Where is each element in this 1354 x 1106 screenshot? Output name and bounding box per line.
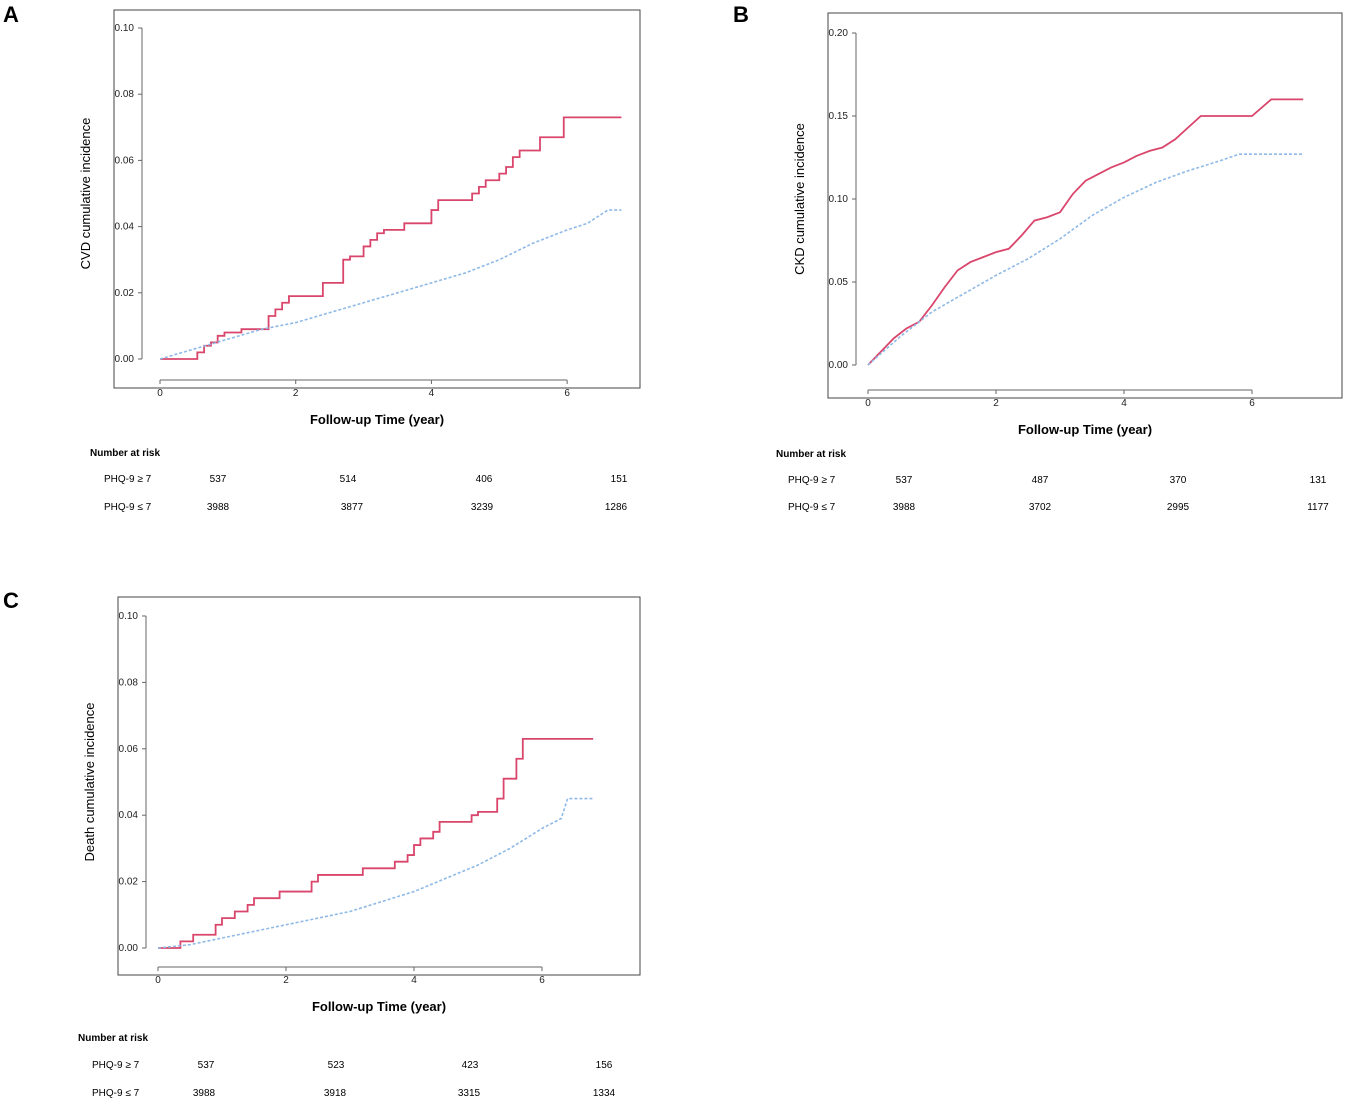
y-tick-label: 0.02 <box>115 288 135 299</box>
risk-value: 523 <box>327 1060 345 1071</box>
y-axis-title: CKD cumulative incidence <box>792 123 807 275</box>
y-tick-label: 0.10 <box>115 23 135 34</box>
risk-row-label-reference: PHQ-9 ≤ 7 <box>104 502 152 513</box>
risk-value: 3877 <box>340 502 364 513</box>
risk-value: 3918 <box>323 1088 347 1099</box>
y-tick-label: 0.08 <box>119 677 139 688</box>
risk-value: 1177 <box>1307 502 1329 513</box>
x-tick-label: 2 <box>293 388 299 399</box>
x-tick-label: 0 <box>155 975 161 986</box>
y-tick-label: 0.06 <box>115 155 135 166</box>
x-tick-label: 2 <box>993 398 999 409</box>
series-line-phq9-low <box>867 153 1304 366</box>
risk-table-title: Number at risk <box>78 1033 149 1044</box>
x-tick-label: 2 <box>283 975 289 986</box>
risk-value: 537 <box>197 1060 215 1071</box>
risk-value: 1334 <box>592 1088 616 1099</box>
risk-value: 3988 <box>206 502 230 513</box>
chart-death-incidence: 0.00 0.02 0.04 0.06 0.08 0.10 0 2 4 6 Follow-up Ti… <box>82 596 641 1014</box>
y-tick-label: 0.04 <box>119 810 139 821</box>
y-tick-label: 0.10 <box>119 611 139 622</box>
y-tick-label: 0.04 <box>115 222 135 233</box>
y-tick-label: 0.20 <box>829 28 849 39</box>
series-line-phq9-high <box>867 98 1304 366</box>
risk-value: 3988 <box>192 1088 216 1099</box>
x-axis-title: Follow-up Time (year) <box>312 999 446 1014</box>
risk-value: 3702 <box>1028 502 1052 513</box>
x-tick-label: 0 <box>865 398 871 409</box>
risk-value: 406 <box>475 474 493 485</box>
plot-frame <box>827 12 1343 399</box>
risk-table-title: Number at risk <box>776 449 847 460</box>
panel-label-a: A <box>3 2 19 27</box>
risk-value: 514 <box>339 474 357 485</box>
x-axis-title: Follow-up Time (year) <box>1018 422 1152 437</box>
risk-value: 487 <box>1031 475 1049 486</box>
x-tick-label: 4 <box>1121 398 1127 409</box>
series-line-phq9-low <box>157 797 594 949</box>
risk-value: 3239 <box>470 502 494 513</box>
y-axis-title: Death cumulative incidence <box>82 703 97 862</box>
x-tick-label: 6 <box>539 975 545 986</box>
panel-label-b: B <box>733 2 749 27</box>
y-tick-label: 0.15 <box>829 111 849 122</box>
series-line-phq9-high <box>160 116 622 360</box>
risk-row-label-exposed: PHQ-9 ≥ 7 <box>104 474 152 485</box>
y-tick-label: 0.00 <box>115 354 135 365</box>
y-tick-label: 0.05 <box>829 277 849 288</box>
plot-frame <box>117 596 641 976</box>
chart-cvd-incidence: 0.00 0.02 0.04 0.06 0.08 0.10 0 2 4 6 Follow-up Ti… <box>78 9 641 427</box>
risk-value: 1286 <box>604 502 628 513</box>
y-axis-title: CVD cumulative incidence <box>78 118 93 270</box>
risk-value: 3988 <box>892 502 916 513</box>
plot-frame <box>113 9 641 389</box>
risk-value: 131 <box>1309 475 1327 486</box>
y-tick-label: 0.10 <box>829 194 849 205</box>
risk-row-label-exposed: PHQ-9 ≥ 7 <box>92 1060 140 1071</box>
y-tick-label: 0.06 <box>119 744 139 755</box>
y-tick-label: 0.00 <box>119 943 139 954</box>
risk-value: 423 <box>461 1060 479 1071</box>
y-tick-label: 0.00 <box>829 360 849 371</box>
x-tick-label: 4 <box>429 388 435 399</box>
risk-value: 156 <box>595 1060 613 1071</box>
x-axis-title: Follow-up Time (year) <box>310 412 444 427</box>
y-tick-label: 0.02 <box>119 877 139 888</box>
risk-row-label-reference: PHQ-9 ≤ 7 <box>92 1088 140 1099</box>
panel-label-c: C <box>3 588 19 613</box>
x-tick-label: 6 <box>1249 398 1255 409</box>
risk-value: 151 <box>610 474 628 485</box>
risk-row-label-reference: PHQ-9 ≤ 7 <box>788 502 836 513</box>
risk-value: 537 <box>209 474 227 485</box>
risk-table-title: Number at risk <box>90 448 161 459</box>
risk-value: 370 <box>1169 475 1187 486</box>
risk-value: 3315 <box>457 1088 481 1099</box>
x-tick-label: 4 <box>411 975 417 986</box>
chart-ckd-incidence: 0.00 0.05 0.10 0.15 0.20 0 2 4 6 Follow-up Time (… <box>792 12 1343 437</box>
risk-row-label-exposed: PHQ-9 ≥ 7 <box>788 475 836 486</box>
series-line-phq9-high <box>158 737 594 949</box>
risk-value: 2995 <box>1166 502 1190 513</box>
series-line-phq9-low <box>159 209 622 360</box>
x-tick-label: 0 <box>157 388 163 399</box>
y-tick-label: 0.08 <box>115 89 135 100</box>
risk-value: 537 <box>895 475 913 486</box>
x-tick-label: 6 <box>564 388 570 399</box>
